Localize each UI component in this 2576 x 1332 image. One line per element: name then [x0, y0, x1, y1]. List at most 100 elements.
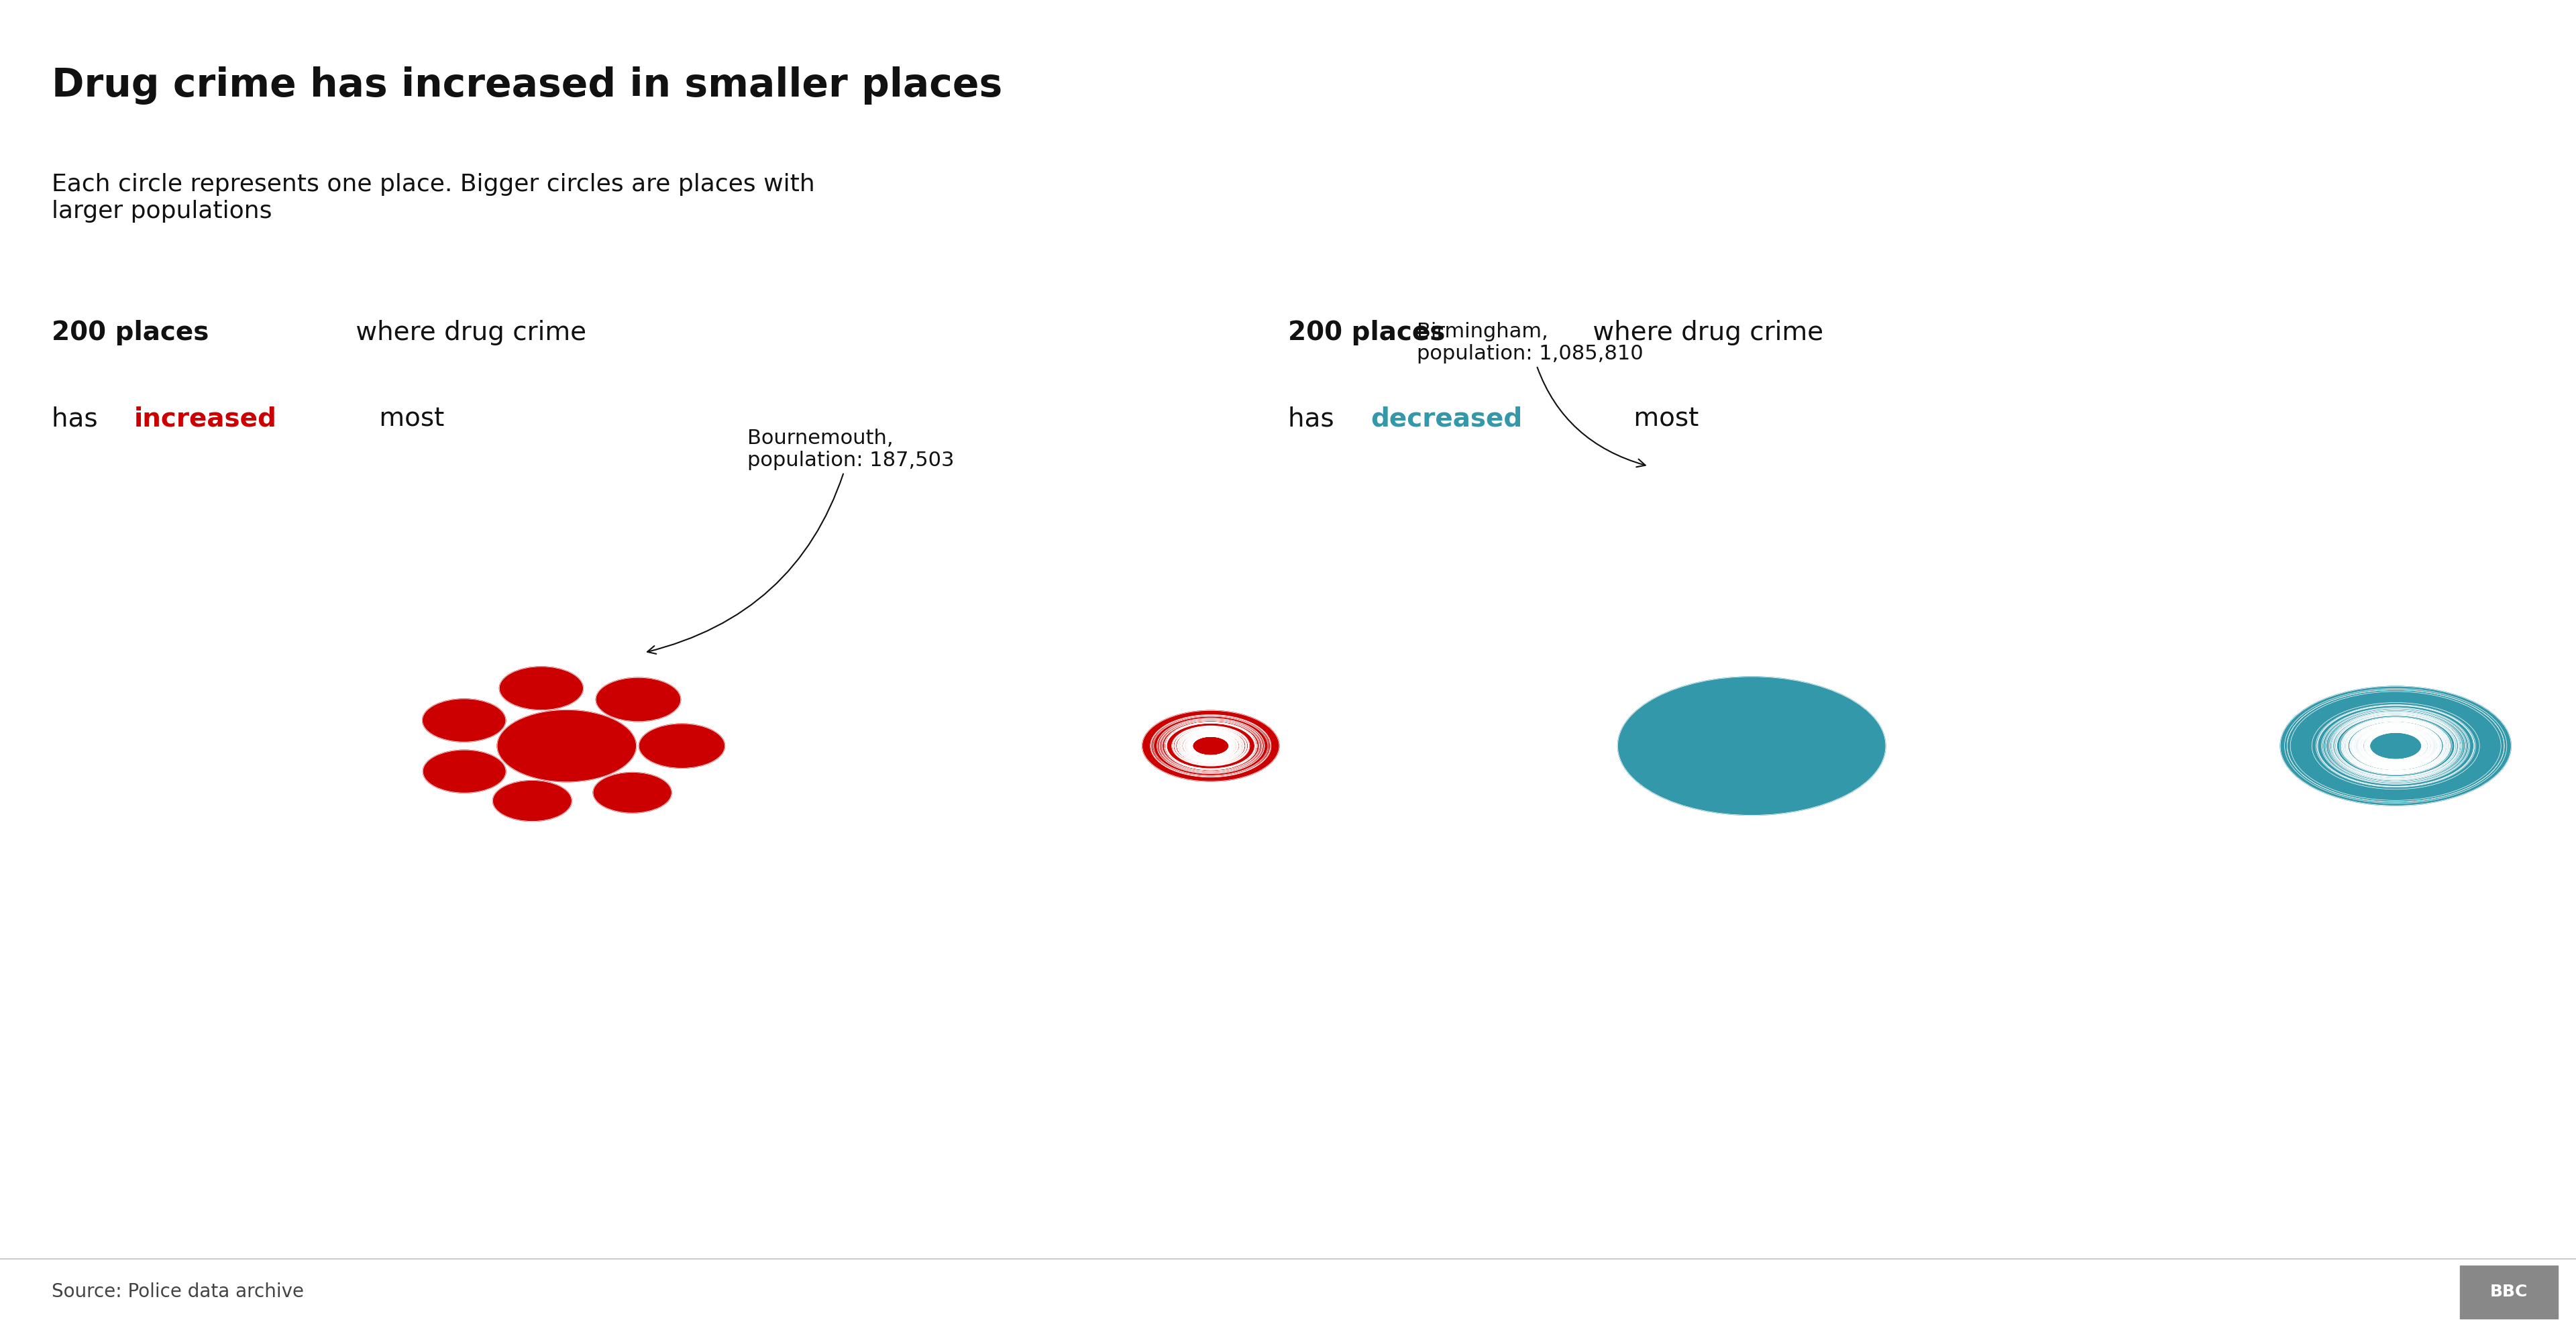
- Circle shape: [2360, 727, 2432, 765]
- Circle shape: [1180, 730, 1242, 762]
- Circle shape: [2365, 730, 2427, 762]
- Circle shape: [1193, 737, 1229, 755]
- Circle shape: [1177, 729, 1244, 763]
- Circle shape: [1141, 710, 1280, 782]
- Circle shape: [1193, 737, 1229, 755]
- Circle shape: [2287, 690, 2504, 802]
- Circle shape: [1175, 727, 1247, 765]
- Circle shape: [1190, 735, 1231, 757]
- Circle shape: [1172, 726, 1249, 766]
- Circle shape: [1159, 719, 1262, 773]
- Circle shape: [1193, 737, 1229, 755]
- Circle shape: [1151, 715, 1270, 777]
- Circle shape: [1175, 727, 1247, 765]
- Circle shape: [2365, 730, 2427, 762]
- Circle shape: [2357, 726, 2434, 766]
- Circle shape: [492, 781, 572, 822]
- Circle shape: [1175, 727, 1247, 765]
- Circle shape: [2367, 731, 2424, 761]
- Circle shape: [1193, 737, 1229, 755]
- Circle shape: [2357, 726, 2434, 766]
- Circle shape: [1193, 737, 1229, 755]
- Circle shape: [1190, 735, 1231, 757]
- Circle shape: [1190, 735, 1231, 757]
- Circle shape: [1193, 737, 1229, 755]
- Circle shape: [2287, 690, 2504, 802]
- Circle shape: [1182, 731, 1239, 761]
- Circle shape: [2352, 723, 2439, 769]
- Circle shape: [1185, 733, 1236, 759]
- Circle shape: [1177, 729, 1244, 763]
- Circle shape: [2347, 721, 2445, 771]
- Circle shape: [1188, 734, 1234, 758]
- Circle shape: [2365, 730, 2427, 762]
- Circle shape: [595, 678, 680, 722]
- Circle shape: [1185, 733, 1236, 759]
- Circle shape: [1193, 737, 1229, 755]
- Text: Bournemouth,
population: 187,503: Bournemouth, population: 187,503: [647, 429, 953, 654]
- Circle shape: [2344, 719, 2447, 773]
- Circle shape: [1180, 730, 1242, 762]
- Circle shape: [1151, 715, 1270, 777]
- Circle shape: [1190, 735, 1231, 757]
- Text: has: has: [52, 406, 106, 432]
- Circle shape: [1167, 723, 1255, 769]
- Circle shape: [500, 666, 582, 710]
- Circle shape: [2360, 727, 2432, 765]
- Circle shape: [2280, 686, 2512, 806]
- Circle shape: [2347, 721, 2445, 771]
- Circle shape: [2367, 731, 2424, 761]
- Circle shape: [2347, 721, 2445, 771]
- Circle shape: [2367, 731, 2424, 761]
- Circle shape: [2370, 733, 2421, 759]
- Circle shape: [1172, 726, 1249, 766]
- Circle shape: [1157, 718, 1265, 774]
- Circle shape: [2365, 730, 2427, 762]
- Circle shape: [2290, 691, 2501, 801]
- Circle shape: [2331, 713, 2460, 779]
- Circle shape: [2362, 729, 2429, 763]
- Circle shape: [2349, 722, 2442, 770]
- Circle shape: [2334, 714, 2458, 778]
- Circle shape: [1167, 723, 1255, 769]
- Circle shape: [1193, 737, 1229, 755]
- Circle shape: [2321, 707, 2470, 785]
- Circle shape: [2342, 718, 2450, 774]
- Circle shape: [1188, 734, 1234, 758]
- Circle shape: [1185, 733, 1236, 759]
- Circle shape: [1188, 734, 1234, 758]
- Circle shape: [2367, 731, 2424, 761]
- Circle shape: [2360, 727, 2432, 765]
- Circle shape: [1167, 723, 1255, 769]
- Circle shape: [2370, 733, 2421, 759]
- Circle shape: [2370, 733, 2421, 759]
- Circle shape: [1188, 734, 1234, 758]
- Circle shape: [1164, 722, 1257, 770]
- Circle shape: [2354, 725, 2437, 767]
- Circle shape: [2316, 705, 2476, 787]
- Circle shape: [1185, 733, 1236, 759]
- Circle shape: [1188, 734, 1234, 758]
- Circle shape: [2344, 719, 2447, 773]
- Circle shape: [2352, 723, 2439, 769]
- Circle shape: [2342, 718, 2450, 774]
- Circle shape: [1180, 730, 1242, 762]
- Circle shape: [2360, 727, 2432, 765]
- Circle shape: [1180, 730, 1242, 762]
- Circle shape: [2336, 715, 2455, 777]
- Circle shape: [1188, 734, 1234, 758]
- Circle shape: [1182, 731, 1239, 761]
- Circle shape: [1159, 719, 1262, 773]
- Circle shape: [2357, 726, 2434, 766]
- Circle shape: [1185, 733, 1236, 759]
- Circle shape: [2367, 731, 2424, 761]
- Circle shape: [1188, 734, 1234, 758]
- Circle shape: [2344, 719, 2447, 773]
- Text: has: has: [1288, 406, 1342, 432]
- Circle shape: [1177, 729, 1244, 763]
- Circle shape: [2352, 723, 2439, 769]
- Circle shape: [1190, 735, 1231, 757]
- Circle shape: [2365, 730, 2427, 762]
- Circle shape: [1188, 734, 1234, 758]
- Circle shape: [1175, 727, 1247, 765]
